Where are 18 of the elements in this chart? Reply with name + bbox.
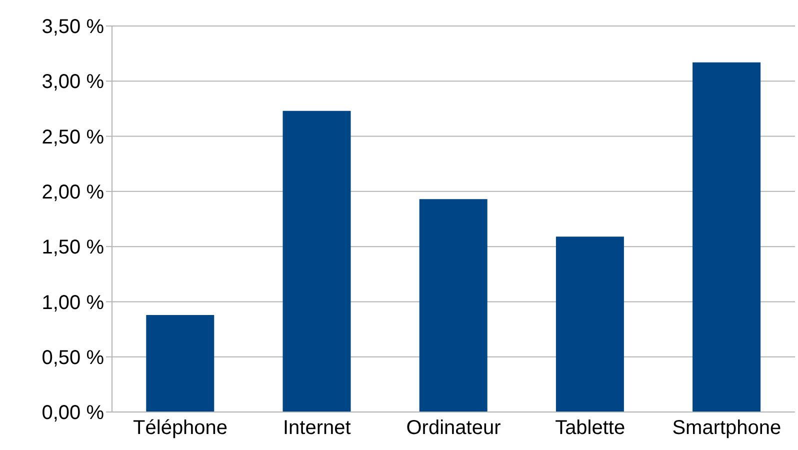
bar	[419, 199, 488, 412]
y-tick-label: 3,50 %	[42, 16, 104, 38]
y-tick-label: 1,50 %	[42, 236, 104, 259]
bar	[556, 236, 624, 412]
x-tick-label: Téléphone	[133, 417, 228, 440]
y-tick-label: 0,50 %	[42, 346, 104, 369]
y-tick-label: 3,00 %	[42, 71, 104, 94]
bar	[146, 314, 214, 412]
x-tick-label: Ordinateur	[406, 417, 502, 440]
y-tick-label: 2,50 %	[42, 126, 104, 148]
bar	[692, 62, 761, 412]
y-tick-label: 0,00 %	[42, 402, 104, 424]
bar	[282, 110, 351, 412]
x-tick-label: Tablette	[555, 417, 626, 440]
x-tick-label: Smartphone	[672, 417, 782, 440]
x-tick-label: Internet	[282, 417, 352, 440]
y-tick-label: 2,00 %	[42, 182, 104, 204]
y-tick-label: 1,00 %	[42, 292, 104, 314]
